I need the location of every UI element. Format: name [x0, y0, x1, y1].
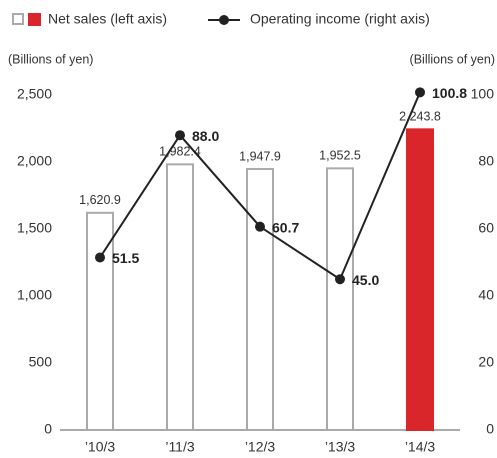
- line-value-label: 51.5: [112, 250, 139, 266]
- bar-value-label: 1,947.9: [239, 149, 281, 163]
- y2-tick-label: 100: [471, 86, 495, 102]
- y2-tick-label: 40: [478, 287, 494, 303]
- x-tick-label: ’13/3: [325, 439, 356, 455]
- x-tick-label: ’10/3: [85, 439, 116, 455]
- legend-label: Operating income (right axis): [250, 11, 430, 27]
- y2-tick-label: 60: [478, 220, 494, 236]
- y-tick-label: 1,500: [17, 220, 52, 236]
- y-axis-label: (Billions of yen): [8, 52, 93, 66]
- y-tick-label: 1,000: [17, 287, 52, 303]
- line-point: [255, 221, 265, 232]
- bar-value-label: 2,243.8: [399, 110, 441, 124]
- line-value-label: 45.0: [352, 272, 379, 288]
- line-value-label: 88.0: [192, 128, 219, 144]
- line-value-label: 60.7: [272, 219, 299, 235]
- legend-swatch: [219, 15, 229, 25]
- y-tick-label: 0: [44, 421, 52, 437]
- bar: [406, 128, 434, 431]
- bar: [246, 167, 274, 431]
- line-point: [335, 274, 345, 285]
- y2-axis-label: (Billions of yen): [410, 52, 495, 66]
- y2-tick-label: 20: [478, 354, 494, 370]
- line-point: [175, 130, 185, 141]
- y2-tick-label: 80: [478, 153, 494, 169]
- line-point: [95, 252, 105, 263]
- legend-label: Net sales (left axis): [48, 11, 167, 27]
- y-tick-label: 500: [29, 354, 53, 370]
- bar: [326, 167, 354, 432]
- legend-swatch: [28, 13, 41, 26]
- bar: [166, 163, 194, 431]
- x-tick-label: ’11/3: [165, 439, 195, 455]
- line-point: [415, 87, 425, 98]
- bar-value-label: 1,952.5: [319, 149, 361, 163]
- x-tick-label: ’12/3: [245, 439, 276, 455]
- legend-swatch: [12, 13, 24, 25]
- line-value-label: 100.8: [432, 85, 467, 101]
- y-tick-label: 2,000: [17, 153, 52, 169]
- x-tick-label: ’14/3: [405, 439, 436, 455]
- y-tick-label: 2,500: [17, 86, 52, 102]
- bar: [86, 211, 114, 431]
- bar-value-label: 1,620.9: [79, 193, 121, 207]
- y2-tick-label: 0: [486, 421, 494, 437]
